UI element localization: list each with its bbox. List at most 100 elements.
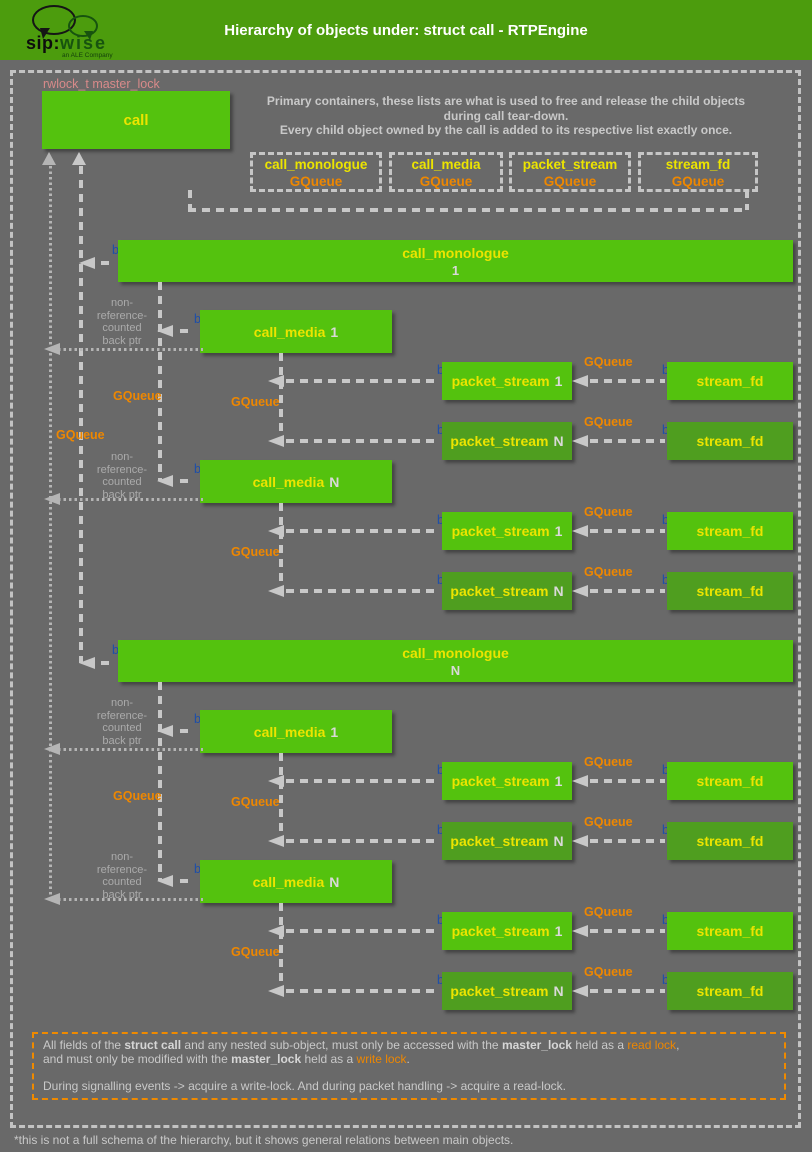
speech-bubble-icon	[68, 15, 98, 40]
gqueue-label: GQueue	[584, 355, 633, 369]
gqueue-line	[279, 903, 283, 991]
gqueue-line	[279, 753, 283, 841]
packet-stream-box: packet_stream N	[442, 822, 572, 860]
gqueue-label: GQueue	[584, 505, 633, 519]
back-ptr-arrow-icon	[157, 475, 173, 487]
back-ptr-arrow-icon	[572, 375, 588, 387]
gqueue-label: GQueue	[584, 965, 633, 979]
stream-fd-box: stream_fd	[667, 912, 793, 950]
back-ptr-arrow-icon	[572, 775, 588, 787]
non-ref-arrow-icon	[44, 743, 60, 755]
master-lock-label: rwlock_t master_lock	[43, 77, 160, 91]
call-media-n-box: call_media N	[200, 860, 392, 903]
primary-containers-note: Primary containers, these lists are what…	[266, 94, 746, 137]
diagram-frame	[10, 70, 801, 1128]
back-ptr-rail	[79, 166, 83, 663]
locking-rules-note: All fields of the struct call and any ne…	[32, 1032, 786, 1100]
packet-stream-box: packet_stream N	[442, 972, 572, 1010]
connector-line	[590, 839, 665, 843]
gqueue-line	[279, 503, 283, 591]
back-ptr-arrow-icon	[157, 325, 173, 337]
queue-box-packet-stream: packet_stream GQueue	[509, 152, 631, 192]
header-bar: sip:wise an ALE Company Hierarchy of obj…	[0, 0, 812, 60]
back-ptr-arrow-icon	[268, 925, 284, 937]
call-box: call	[42, 91, 230, 149]
locking-rules-line1: All fields of the struct call and any ne…	[43, 1038, 680, 1052]
back-ptr-arrow-icon	[572, 585, 588, 597]
back-ptr-arrow-icon	[572, 835, 588, 847]
non-ref-line	[58, 498, 203, 501]
locking-rules-line2: and must only be modified with the maste…	[43, 1052, 410, 1066]
connector-line	[180, 729, 193, 733]
gqueue-label: GQueue	[584, 415, 633, 429]
back-ptr-arrow-icon	[268, 525, 284, 537]
call-media-n-box: call_media N	[200, 460, 392, 503]
call-monologue-n-box: call_monologue N	[118, 640, 793, 682]
gqueue-label: GQueue	[584, 815, 633, 829]
back-ptr-arrow-icon	[572, 435, 588, 447]
connector-line	[180, 329, 193, 333]
gqueue-line	[158, 282, 162, 481]
stream-fd-box: stream_fd	[667, 762, 793, 800]
non-ref-counted-label: non- reference- counted back ptr	[96, 851, 148, 901]
connector-line	[286, 989, 440, 993]
gqueue-label: GQueue	[584, 565, 633, 579]
footnote: *this is not a full schema of the hierar…	[14, 1133, 514, 1147]
back-ptr-arrow-icon	[572, 985, 588, 997]
connector-line	[590, 989, 665, 993]
gqueue-label: GQueue	[584, 905, 633, 919]
connector-line	[101, 661, 115, 665]
logo-text: sip:wise	[26, 33, 108, 53]
connector-line	[590, 779, 665, 783]
connector-line	[101, 261, 115, 265]
back-ptr-arrow-icon	[572, 525, 588, 537]
connector-line	[590, 529, 665, 533]
non-ref-line	[58, 348, 203, 351]
gqueue-label: GQueue	[231, 545, 280, 559]
connector-line	[286, 529, 440, 533]
queue-box-call-monologue: call_monologue GQueue	[250, 152, 382, 192]
stream-fd-box: stream_fd	[667, 822, 793, 860]
stream-fd-box: stream_fd	[667, 422, 793, 460]
non-ref-arrow-icon	[44, 343, 60, 355]
gqueue-label: GQueue	[113, 389, 162, 403]
gqueue-label: GQueue	[231, 945, 280, 959]
gqueue-line	[158, 682, 162, 881]
non-ref-counted-label: non- reference- counted back ptr	[96, 297, 148, 347]
call-media-1-box: call_media 1	[200, 710, 392, 753]
gqueue-label: GQueue	[231, 395, 280, 409]
packet-stream-box: packet_stream 1	[442, 762, 572, 800]
non-ref-line	[58, 898, 203, 901]
non-ref-arrow-icon	[44, 493, 60, 505]
stream-fd-box: stream_fd	[667, 512, 793, 550]
up-arrow-icon	[72, 152, 86, 165]
non-ref-back-ptr-rail	[49, 166, 52, 901]
back-ptr-arrow-icon	[79, 657, 95, 669]
connector-line	[286, 779, 440, 783]
back-ptr-arrow-icon	[79, 257, 95, 269]
back-ptr-arrow-icon	[268, 585, 284, 597]
gqueue-label: GQueue	[113, 789, 162, 803]
back-ptr-arrow-icon	[572, 925, 588, 937]
call-media-1-box: call_media 1	[200, 310, 392, 353]
packet-stream-box: packet_stream N	[442, 422, 572, 460]
gqueue-label: GQueue	[56, 428, 105, 442]
call-monologue-1-box: call_monologue 1	[118, 240, 793, 282]
connector-line	[180, 479, 193, 483]
back-ptr-arrow-icon	[268, 435, 284, 447]
back-ptr-arrow-icon	[268, 775, 284, 787]
non-ref-arrow-icon	[44, 893, 60, 905]
packet-stream-box: packet_stream N	[442, 572, 572, 610]
connector-line	[286, 439, 440, 443]
locking-rules-line3: During signalling events -> acquire a wr…	[43, 1079, 566, 1093]
connector-line	[590, 379, 665, 383]
connector-line	[745, 190, 749, 210]
packet-stream-box: packet_stream 1	[442, 912, 572, 950]
back-ptr-arrow-icon	[268, 375, 284, 387]
connector-line	[590, 439, 665, 443]
connector-line	[286, 589, 440, 593]
back-ptr-arrow-icon	[157, 875, 173, 887]
logo-tagline: an ALE Company	[62, 52, 113, 59]
packet-stream-box: packet_stream 1	[442, 362, 572, 400]
packet-stream-box: packet_stream 1	[442, 512, 572, 550]
